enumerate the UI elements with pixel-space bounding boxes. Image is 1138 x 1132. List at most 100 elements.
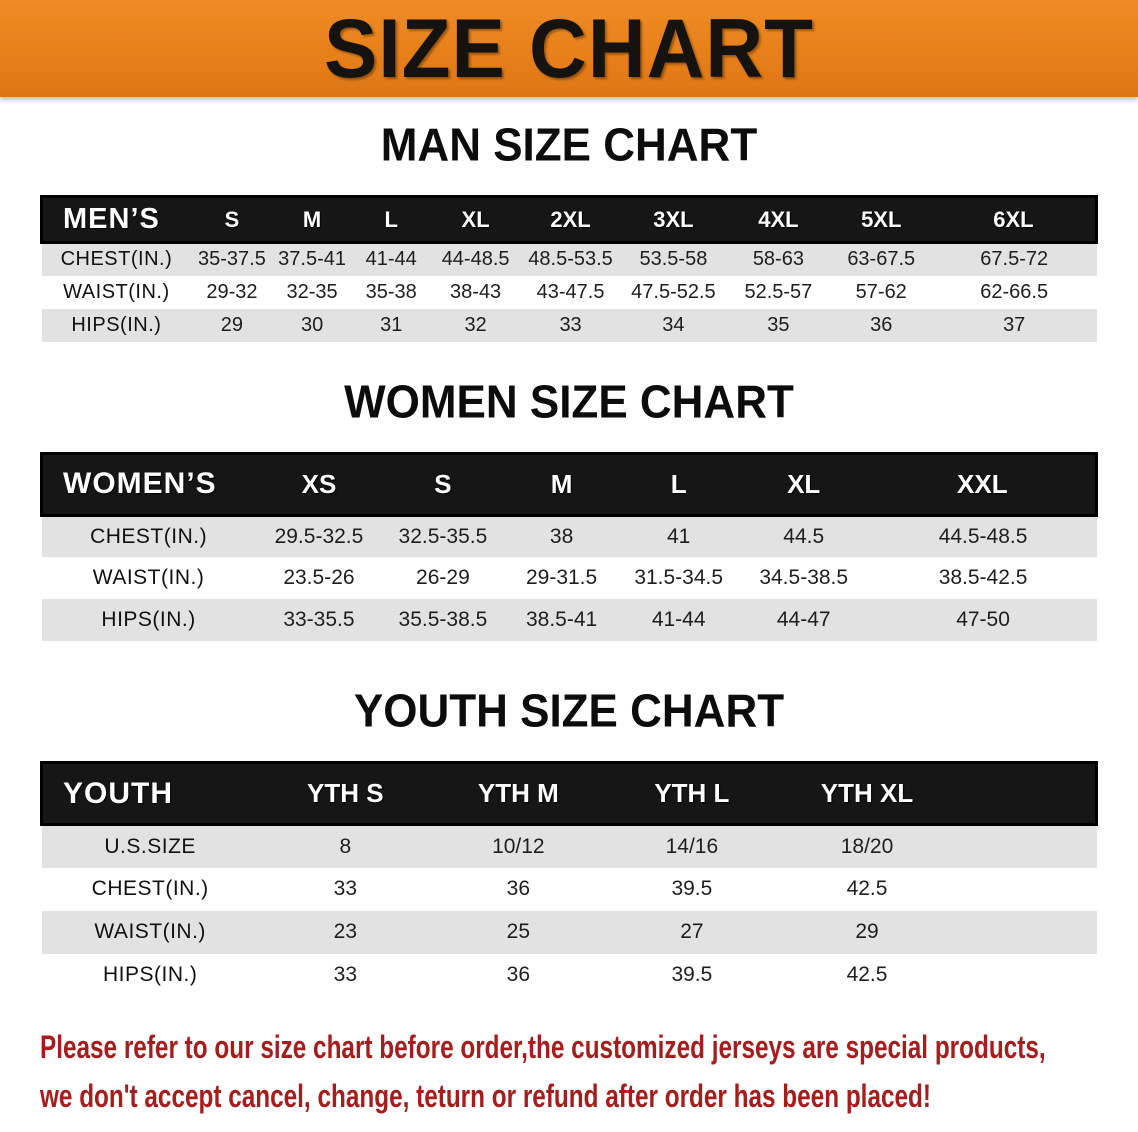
table-row: WAIST(IN.) 23.5-26 26-29 29-31.5 31.5-34.5 34… [42, 557, 1097, 599]
row-label: WAIST(IN.) [92, 566, 205, 589]
table-header-row: WOMEN’S XS S M L XL XXL [39, 451, 1098, 517]
table-row: HIPS(IN.) 33 36 39.5 42.5 [42, 954, 1097, 997]
size-value: 25 [506, 920, 531, 943]
youth-section-title: YOUTH SIZE CHART [353, 685, 785, 738]
size-value: 23 [333, 920, 358, 943]
size-value: 44-47 [776, 608, 831, 631]
size-value: 30 [300, 313, 324, 336]
size-value: 31 [380, 313, 403, 336]
size-col-header: L [619, 451, 738, 517]
size-value: 44.5-48.5 [938, 524, 1028, 548]
size-value: 63-67.5 [847, 248, 916, 271]
size-value: 32-35 [286, 280, 338, 303]
size-value: 37 [1003, 313, 1026, 336]
banner-title: SIZE CHART [324, 1, 814, 95]
size-value: 38-43 [450, 280, 502, 303]
size-value: 44-48.5 [441, 248, 510, 271]
table-row: CHEST(IN.) 29.5-32.5 32.5-35.5 38 41 44.5 44.5… [41, 515, 1097, 557]
size-value: 44.5 [783, 524, 825, 548]
table-header-row: YOUTH YTH S YTH M YTH L YTH XL [39, 761, 1099, 826]
size-col-header: YTH L [604, 761, 779, 826]
table-row: U.S.SIZE 8 10/12 14/16 18/20 [41, 824, 1097, 868]
filler-header [955, 761, 1099, 826]
youth-size-table: YOUTH YTH S YTH M YTH L YTH XL U.S.SIZE 8 10/12… [0, 761, 1138, 997]
size-value: 36 [506, 963, 531, 986]
size-value: 37.5-41 [278, 248, 347, 271]
size-value: 41-44 [365, 248, 417, 271]
size-value: 67.5-72 [980, 248, 1049, 271]
size-value: 27 [680, 920, 704, 943]
women-table: WOMEN’S XS S M L XL XXL CHEST(IN.) 29.5-32.5 32.5… [39, 451, 1098, 641]
size-col-header: 3XL [620, 195, 727, 244]
size-value: 47.5-52.5 [631, 280, 716, 303]
row-label: CHEST(IN.) [90, 524, 208, 548]
row-label: CHEST(IN.) [91, 877, 209, 900]
size-col-header: YTH M [431, 761, 605, 826]
size-value: 43-47.5 [536, 280, 605, 303]
women-section-title: WOMEN SIZE CHART [344, 376, 794, 428]
size-value: 62-66.5 [980, 280, 1049, 303]
table-header-row: MEN’S S M L XL 2XL 3XL 4XL 5XL 6XL [40, 195, 1098, 244]
size-value: 26-29 [416, 566, 470, 589]
size-value: 57-62 [855, 280, 907, 303]
table-row: WAIST(IN.) 29-32 32-35 35-38 38-43 43-47.5 47.… [42, 276, 1097, 309]
men-size-table: MEN’S S M L XL 2XL 3XL 4XL 5XL 6XL CHEST(IN.) 35-37… [0, 195, 1138, 342]
size-col-header: XL [737, 451, 870, 517]
size-col-header: 5XL [830, 195, 932, 244]
size-value: 41 [667, 524, 691, 548]
filler-cell [955, 911, 1096, 954]
size-value: 41-44 [651, 608, 706, 631]
size-value: 8 [339, 834, 352, 858]
table-row: HIPS(IN.) 33-35.5 35.5-38.5 38.5-41 41-44 44-… [41, 599, 1097, 641]
size-value: 32.5-35.5 [398, 524, 488, 548]
size-col-header: 4XL [726, 195, 831, 244]
size-value: 35.5-38.5 [398, 608, 488, 631]
size-value: 33 [559, 313, 582, 336]
size-value: 52.5-57 [744, 280, 813, 303]
table-row: CHEST(IN.) 35-37.5 37.5-41 41-44 44-48.5 48.5… [41, 242, 1097, 276]
size-value: 39.5 [671, 963, 713, 986]
size-value: 48.5-53.5 [528, 248, 613, 271]
table-row: HIPS(IN.) 29 30 31 32 33 34 35 36 37 [41, 308, 1097, 342]
table-header-label: MEN’S [40, 195, 192, 244]
size-col-header: XS [255, 451, 383, 517]
youth-table: YOUTH YTH S YTH M YTH L YTH XL U.S.SIZE 8 10/12… [39, 761, 1099, 997]
women-size-table: WOMEN’S XS S M L XL XXL CHEST(IN.) 29.5-32.5 32.5… [0, 451, 1138, 641]
size-col-header: YTH S [258, 761, 432, 826]
row-label: HIPS(IN.) [71, 313, 162, 336]
size-col-header: 6XL [931, 195, 1098, 244]
size-value: 35-38 [365, 280, 417, 303]
size-value: 14/16 [665, 834, 719, 858]
row-label: HIPS(IN.) [102, 963, 198, 986]
men-section-title: MAN SIZE CHART [380, 119, 758, 172]
size-col-header: YTH XL [778, 761, 956, 826]
size-col-header: S [382, 451, 504, 517]
table-row: WAIST(IN.) 23 25 27 29 [41, 910, 1097, 954]
filler-cell [955, 868, 1096, 911]
table-row: CHEST(IN.) 33 36 39.5 42.5 [42, 868, 1097, 911]
size-value: 34.5-38.5 [759, 566, 849, 589]
size-col-header: XXL [869, 451, 1098, 517]
row-label: HIPS(IN.) [101, 608, 196, 631]
size-value: 36 [870, 313, 893, 336]
size-value: 32 [464, 313, 487, 336]
size-value: 29 [855, 920, 879, 943]
size-col-header: M [272, 195, 352, 244]
row-label: U.S.SIZE [104, 834, 196, 858]
size-value: 36 [506, 877, 531, 900]
size-value: 34 [662, 313, 685, 336]
size-value: 29-32 [206, 280, 258, 303]
size-value: 10/12 [492, 834, 545, 858]
size-value: 53.5-58 [639, 248, 708, 271]
row-label: CHEST(IN.) [60, 248, 173, 271]
size-value: 29-31.5 [525, 566, 598, 589]
size-value: 18/20 [840, 834, 894, 858]
filler-cell [955, 825, 1096, 868]
disclaimer-line-1: Please refer to our size chart before or… [40, 1028, 1046, 1065]
size-value: 38.5-41 [525, 608, 598, 631]
size-value: 31.5-34.5 [634, 566, 724, 589]
size-value: 33-35.5 [283, 608, 355, 631]
size-col-header: 2XL [520, 195, 621, 244]
size-value: 29.5-32.5 [274, 524, 364, 548]
